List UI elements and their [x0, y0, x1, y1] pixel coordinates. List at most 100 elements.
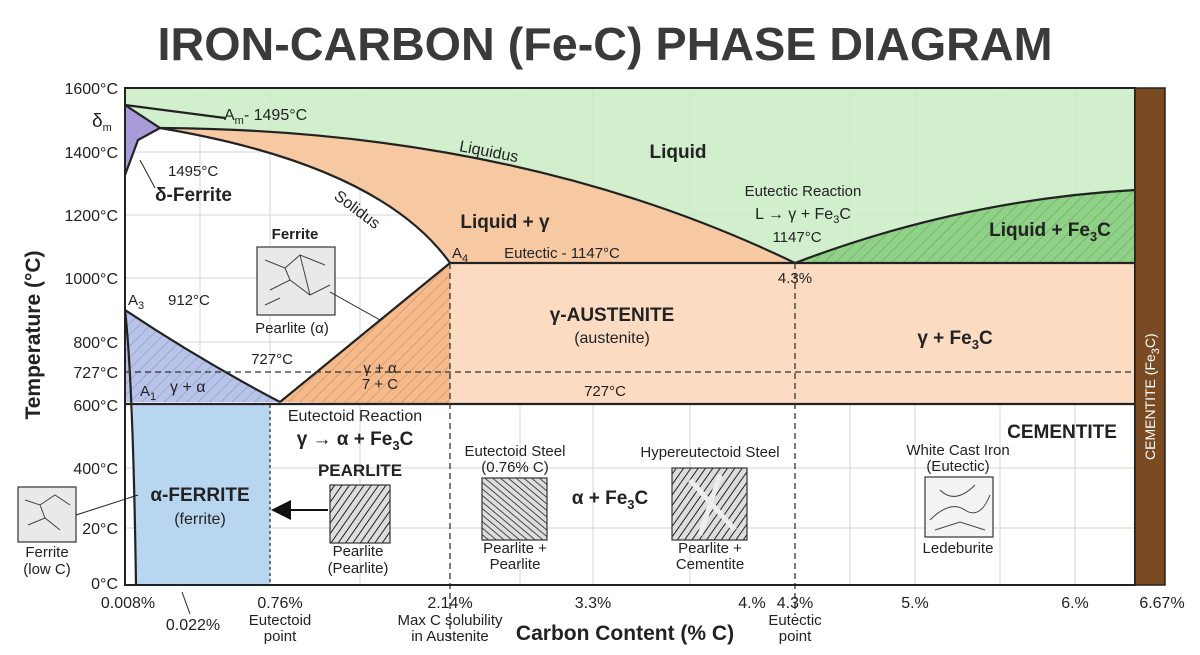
x-tick: 4.% — [738, 595, 766, 612]
text: C — [400, 429, 414, 450]
micro-caption: (low C) — [23, 561, 71, 578]
x-note: point — [779, 628, 812, 645]
micrograph — [256, 246, 336, 316]
austenite-label: γ-AUSTENITE — [550, 305, 675, 326]
a4-label: A4 — [452, 245, 468, 265]
x-note: Eutectoid — [249, 612, 312, 629]
solidus-line — [159, 126, 451, 264]
liquid-gamma-region — [160, 128, 795, 263]
y-tick: 1200°C — [64, 208, 118, 225]
x-note: point — [264, 628, 297, 645]
y-axis-title: Temperature (°C) — [22, 250, 45, 419]
acm-line — [279, 262, 451, 403]
gamma-fe3c-label: γ + Fe3C — [917, 328, 993, 352]
micrograph — [17, 486, 77, 543]
pointer — [329, 291, 381, 321]
text: A — [128, 292, 138, 309]
x-tick: 0.76% — [257, 595, 302, 612]
micro-title: Ferrite — [272, 226, 319, 243]
y-tick: 727°C — [73, 365, 118, 382]
y-tick: 600°C — [73, 398, 118, 415]
liquid-region — [125, 88, 1135, 263]
text: L → γ + Fe — [755, 206, 833, 223]
sub: m — [235, 115, 244, 127]
pointer — [139, 159, 156, 189]
text: C) — [1142, 333, 1158, 348]
gamma-alpha-c: 7 + C — [362, 376, 398, 393]
micro-caption: Cementite — [676, 556, 744, 573]
eutectic-reaction-temp: 1147°C — [772, 229, 821, 246]
a3-line — [124, 309, 281, 403]
y-tick: 1000°C — [64, 271, 118, 288]
micro-caption: Pearlite + — [678, 540, 742, 557]
alpha-fe3c-label: α + Fe3C — [572, 488, 649, 512]
text: A — [224, 107, 235, 124]
liquid-fe3c-label: Liquid + Fe3C — [989, 220, 1111, 244]
alpha-solvus — [123, 309, 138, 586]
x-tick: 5.% — [901, 595, 929, 612]
x-note: in Austenite — [411, 628, 489, 645]
text: γ + Fe — [917, 328, 971, 349]
y-tick: 800°C — [73, 335, 118, 352]
eutectoid-reaction-title: Eutectoid Reaction — [288, 408, 422, 425]
austenite-fe3c-region — [450, 263, 1135, 405]
liquid-label: Liquid — [650, 142, 707, 163]
x-tick: 4.3% — [777, 595, 813, 612]
sub: 3 — [138, 300, 144, 312]
liquid-gamma-label: Liquid + γ — [460, 212, 550, 233]
sub: 3 — [833, 214, 839, 226]
title: IRON-CARBON (Fe-C) PHASE DIAGRAM — [158, 18, 1053, 70]
cementite-network — [688, 474, 737, 536]
micro-title: Eutectoid Steel — [465, 443, 566, 460]
text: A — [140, 383, 150, 400]
sub: 3 — [1090, 229, 1097, 244]
alpha-ferrite-sub: (ferrite) — [174, 511, 226, 528]
micrograph — [481, 477, 548, 541]
sub: 1 — [150, 391, 156, 403]
cementite-bar — [1134, 87, 1166, 586]
text: - 1495°C — [244, 107, 307, 124]
tick-pointer — [181, 591, 191, 615]
text: A — [452, 245, 462, 262]
y-tick: 1400°C — [64, 145, 118, 162]
alpha-ferrite-region — [133, 405, 270, 585]
micro-title: (0.76% C) — [481, 459, 549, 476]
pointer — [75, 494, 139, 516]
eutectoid-reaction-eq: γ → α + Fe3C — [297, 429, 414, 453]
a1-temp: 727°C — [251, 351, 293, 368]
austenite-sub: (austenite) — [574, 330, 650, 347]
text: C — [839, 206, 851, 223]
y-tick: 20°C — [82, 521, 118, 538]
gamma-alpha-c: γ + α — [363, 360, 397, 377]
x-tick: 0.008% — [101, 595, 155, 612]
text: C — [979, 328, 993, 349]
eutectic-comp: 4.3% — [778, 270, 812, 287]
x-tick: 0.022% — [166, 617, 220, 634]
eutectic-reaction-eq: L → γ + Fe3C — [755, 206, 851, 226]
alpha-ferrite-label: α-FERRITE — [150, 485, 249, 506]
cementite-bar-label: CEMENTITE (Fe3C) — [1142, 333, 1162, 460]
x-tick: 3.3% — [575, 595, 611, 612]
a3-label: A3 — [128, 292, 144, 312]
sub: 4 — [462, 253, 468, 265]
text: C — [1097, 220, 1111, 241]
a3-temp: 912°C — [168, 292, 210, 309]
sub: 3 — [627, 497, 634, 512]
text: CEMENTITE (Fe — [1142, 354, 1158, 460]
micro-caption: (Pearlite) — [328, 560, 389, 577]
micro-caption: Pearlite — [490, 556, 541, 573]
gamma-alpha-label: γ + α — [170, 379, 205, 396]
sub: 3 — [1150, 348, 1162, 354]
text: α + Fe — [572, 488, 628, 509]
a1-label: A1 — [140, 383, 156, 403]
grain-lines — [24, 494, 71, 531]
eutectic-reaction-title: Eutectic Reaction — [745, 183, 862, 200]
text: C — [635, 488, 649, 509]
delta-m: δm — [92, 111, 112, 134]
sub: 3 — [972, 337, 979, 352]
eutectoid-temp: 727°C — [584, 383, 626, 400]
x-tick: 6.67% — [1139, 595, 1184, 612]
micro-title: (Eutectic) — [926, 458, 989, 475]
x-ticks: 0.008% 0.022% 0.76% 2.14% 3.3% 4.% 4.3% … — [101, 591, 1185, 645]
micro-caption: Ledeburite — [923, 540, 994, 557]
